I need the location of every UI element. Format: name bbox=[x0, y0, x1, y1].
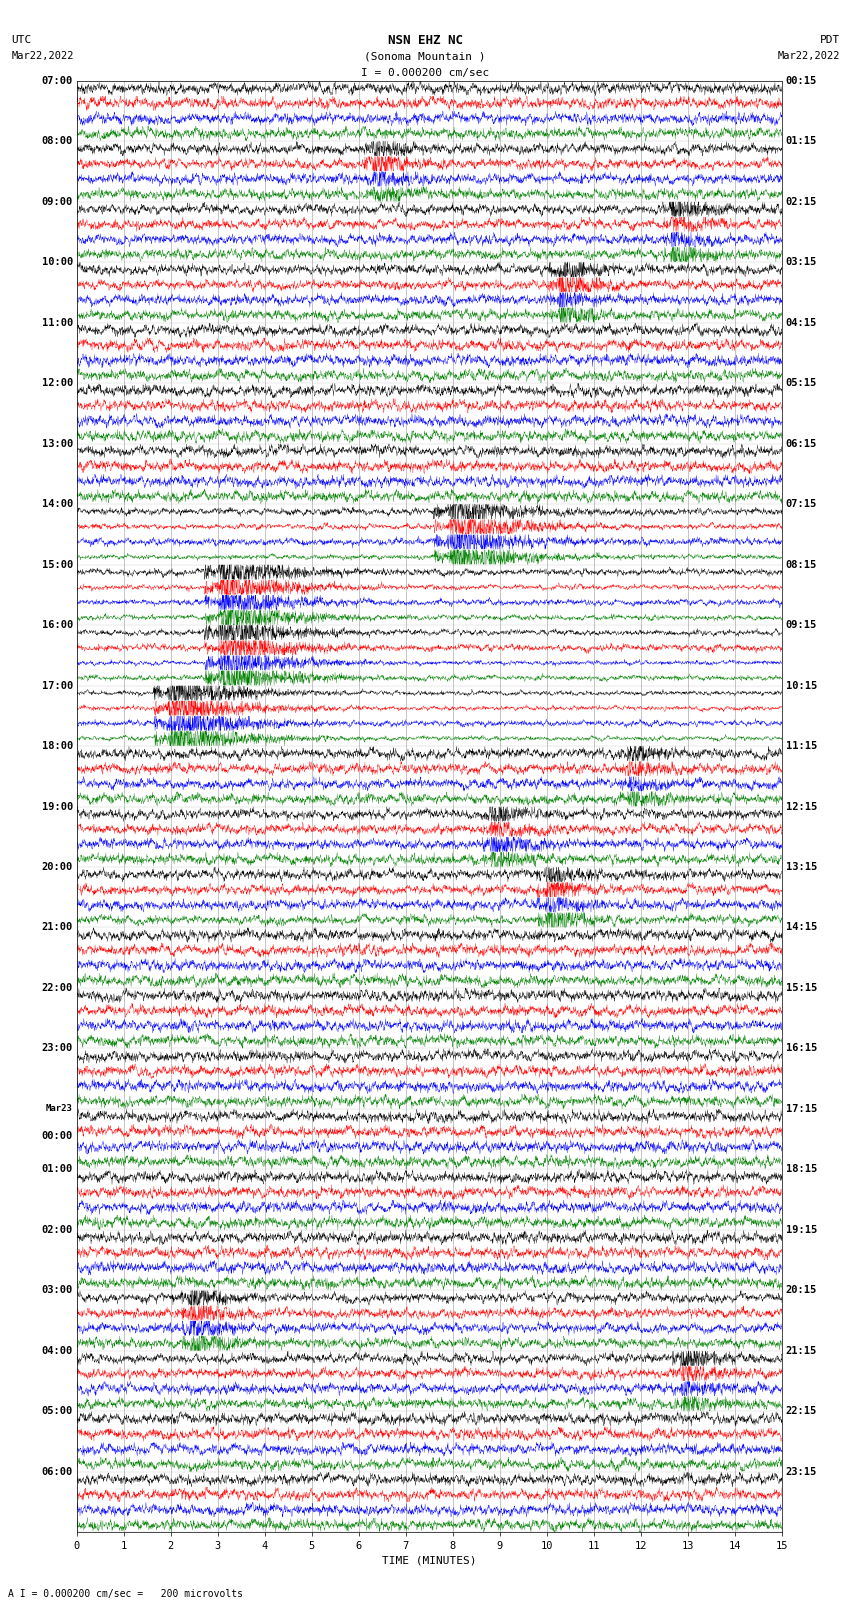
Text: 13:00: 13:00 bbox=[42, 439, 73, 448]
Text: 02:00: 02:00 bbox=[42, 1224, 73, 1236]
Text: 00:15: 00:15 bbox=[785, 76, 817, 85]
Text: 07:15: 07:15 bbox=[785, 498, 817, 510]
Text: 03:00: 03:00 bbox=[42, 1286, 73, 1295]
Text: 16:15: 16:15 bbox=[785, 1044, 817, 1053]
Text: 19:15: 19:15 bbox=[785, 1224, 817, 1236]
Text: 02:15: 02:15 bbox=[785, 197, 817, 206]
Text: 15:15: 15:15 bbox=[785, 982, 817, 994]
Text: 05:15: 05:15 bbox=[785, 377, 817, 389]
Text: 08:15: 08:15 bbox=[785, 560, 817, 569]
Text: 22:00: 22:00 bbox=[42, 982, 73, 994]
Text: 21:00: 21:00 bbox=[42, 923, 73, 932]
Text: 15:00: 15:00 bbox=[42, 560, 73, 569]
Text: 10:15: 10:15 bbox=[785, 681, 817, 690]
X-axis label: TIME (MINUTES): TIME (MINUTES) bbox=[382, 1555, 477, 1566]
Text: 12:00: 12:00 bbox=[42, 377, 73, 389]
Text: PDT: PDT bbox=[819, 35, 840, 45]
Text: 20:00: 20:00 bbox=[42, 861, 73, 873]
Text: 23:00: 23:00 bbox=[42, 1044, 73, 1053]
Text: 08:00: 08:00 bbox=[42, 135, 73, 147]
Text: 06:00: 06:00 bbox=[42, 1466, 73, 1478]
Text: 19:00: 19:00 bbox=[42, 802, 73, 811]
Text: 13:15: 13:15 bbox=[785, 861, 817, 873]
Text: Mar22,2022: Mar22,2022 bbox=[777, 52, 840, 61]
Text: 17:00: 17:00 bbox=[42, 681, 73, 690]
Text: 01:00: 01:00 bbox=[42, 1165, 73, 1174]
Text: 05:00: 05:00 bbox=[42, 1407, 73, 1416]
Text: 10:00: 10:00 bbox=[42, 256, 73, 268]
Text: 21:15: 21:15 bbox=[785, 1345, 817, 1357]
Text: 01:15: 01:15 bbox=[785, 135, 817, 147]
Text: 11:00: 11:00 bbox=[42, 318, 73, 327]
Text: (Sonoma Mountain ): (Sonoma Mountain ) bbox=[365, 52, 485, 61]
Text: 03:15: 03:15 bbox=[785, 256, 817, 268]
Text: UTC: UTC bbox=[11, 35, 31, 45]
Text: I = 0.000200 cm/sec: I = 0.000200 cm/sec bbox=[361, 68, 489, 77]
Text: 11:15: 11:15 bbox=[785, 740, 817, 752]
Text: A I = 0.000200 cm/sec =   200 microvolts: A I = 0.000200 cm/sec = 200 microvolts bbox=[8, 1589, 243, 1598]
Text: 07:00: 07:00 bbox=[42, 76, 73, 85]
Text: 04:15: 04:15 bbox=[785, 318, 817, 327]
Text: 14:00: 14:00 bbox=[42, 498, 73, 510]
Text: NSN EHZ NC: NSN EHZ NC bbox=[388, 34, 462, 47]
Text: Mar23: Mar23 bbox=[46, 1105, 73, 1113]
Text: 09:00: 09:00 bbox=[42, 197, 73, 206]
Text: 22:15: 22:15 bbox=[785, 1407, 817, 1416]
Text: 17:15: 17:15 bbox=[785, 1103, 817, 1115]
Text: 00:00: 00:00 bbox=[42, 1131, 73, 1140]
Text: 12:15: 12:15 bbox=[785, 802, 817, 811]
Text: 06:15: 06:15 bbox=[785, 439, 817, 448]
Text: 20:15: 20:15 bbox=[785, 1286, 817, 1295]
Text: Mar22,2022: Mar22,2022 bbox=[11, 52, 74, 61]
Text: 04:00: 04:00 bbox=[42, 1345, 73, 1357]
Text: 14:15: 14:15 bbox=[785, 923, 817, 932]
Text: 09:15: 09:15 bbox=[785, 619, 817, 631]
Text: 18:15: 18:15 bbox=[785, 1165, 817, 1174]
Text: 23:15: 23:15 bbox=[785, 1466, 817, 1478]
Text: 16:00: 16:00 bbox=[42, 619, 73, 631]
Text: 18:00: 18:00 bbox=[42, 740, 73, 752]
